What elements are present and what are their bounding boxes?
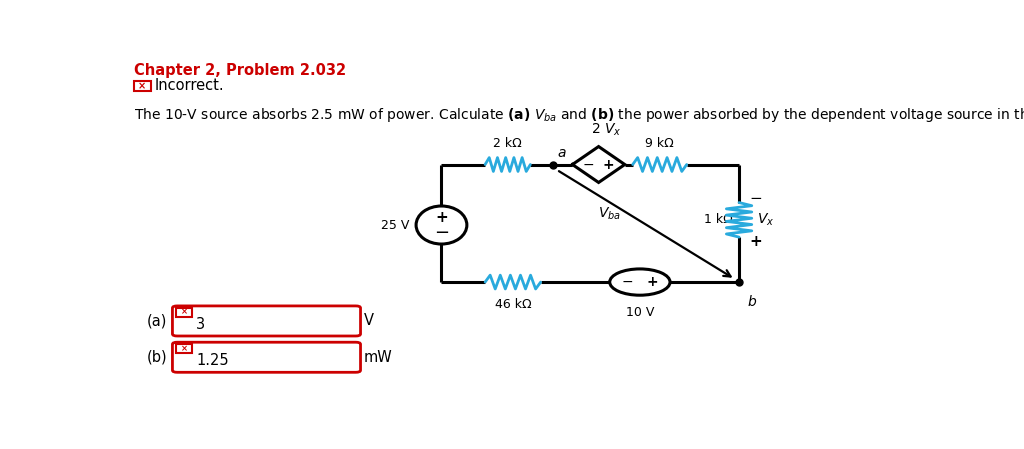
- FancyBboxPatch shape: [133, 81, 151, 91]
- Text: 1.25: 1.25: [197, 353, 229, 368]
- Text: $2\ V_x$: $2\ V_x$: [591, 122, 622, 138]
- Text: mW: mW: [364, 350, 392, 365]
- Text: Incorrect.: Incorrect.: [155, 78, 224, 93]
- FancyBboxPatch shape: [172, 306, 360, 336]
- Text: $a$: $a$: [557, 146, 566, 160]
- Text: −: −: [750, 191, 762, 206]
- Text: −: −: [434, 224, 450, 242]
- Text: V: V: [364, 313, 374, 329]
- Text: $b$: $b$: [748, 294, 757, 309]
- Text: 10 V: 10 V: [626, 306, 654, 319]
- Text: (b): (b): [147, 350, 168, 365]
- FancyBboxPatch shape: [176, 344, 193, 353]
- Text: 2 kΩ: 2 kΩ: [494, 137, 522, 150]
- Text: 25 V: 25 V: [381, 219, 410, 232]
- Text: +: +: [435, 210, 447, 224]
- FancyBboxPatch shape: [172, 342, 360, 372]
- Text: ×: ×: [181, 344, 187, 353]
- Text: (a): (a): [147, 313, 167, 329]
- Text: −: −: [622, 275, 633, 289]
- FancyBboxPatch shape: [176, 308, 193, 317]
- Text: ×: ×: [138, 81, 146, 91]
- Text: 1 kΩ: 1 kΩ: [703, 213, 733, 226]
- Text: −: −: [583, 158, 595, 172]
- Text: 46 kΩ: 46 kΩ: [495, 298, 531, 311]
- Text: The 10-V source absorbs 2.5 mW of power. Calculate $\mathbf{(a)}$ $V_{ba}$ and $: The 10-V source absorbs 2.5 mW of power.…: [134, 106, 1024, 124]
- Text: +: +: [603, 158, 614, 172]
- Text: Chapter 2, Problem 2.032: Chapter 2, Problem 2.032: [134, 62, 346, 78]
- Text: ×: ×: [181, 308, 187, 317]
- Text: 3: 3: [197, 317, 206, 331]
- Text: +: +: [750, 234, 762, 249]
- Text: 9 kΩ: 9 kΩ: [645, 137, 674, 150]
- Text: $V_{ba}$: $V_{ba}$: [598, 206, 622, 222]
- Text: +: +: [647, 275, 658, 289]
- Text: $V_x$: $V_x$: [757, 211, 774, 228]
